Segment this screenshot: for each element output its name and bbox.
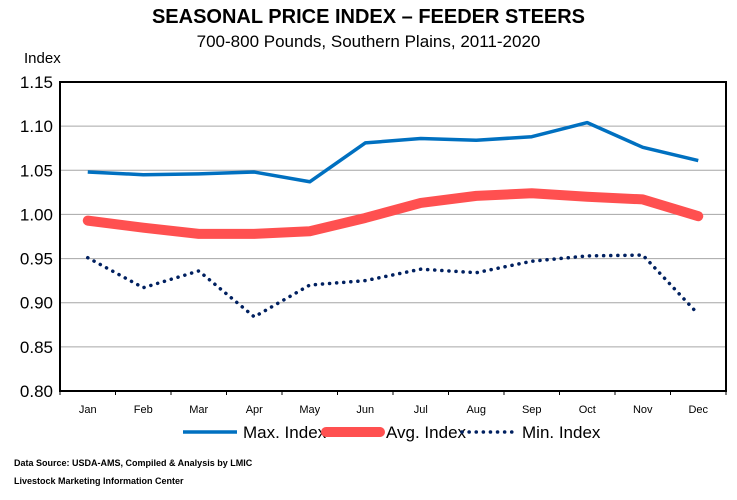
y-tick-label: 0.80: [20, 382, 53, 401]
legend-label: Max. Index: [243, 423, 327, 442]
chart-title: SEASONAL PRICE INDEX – FEEDER STEERS: [151, 6, 586, 28]
org-name: Livestock Marketing Information Center: [14, 476, 184, 486]
x-tick-label: Mar: [189, 404, 208, 416]
y-tick-label: 0.95: [20, 250, 53, 269]
y-tick-label: 1.10: [20, 117, 53, 136]
x-tick-label: Sep: [522, 404, 542, 416]
x-tick-label: Feb: [134, 404, 153, 416]
series-line-avg-index: [82, 188, 704, 239]
legend-label: Min. Index: [522, 423, 601, 442]
y-tick-label: 1.15: [20, 73, 53, 92]
x-tick-label: Jul: [414, 404, 428, 416]
plot-frame: [59, 81, 727, 392]
x-tick-label: Aug: [466, 404, 486, 416]
series-line-max-index: [87, 120, 699, 184]
y-axis-label: Index: [24, 50, 61, 67]
x-tick-label: Nov: [633, 404, 653, 416]
y-tick-label: 1.05: [20, 161, 53, 180]
x-tick-label: Apr: [246, 404, 263, 416]
x-tick-label: Dec: [688, 404, 708, 416]
legend-label: Avg. Index: [386, 423, 467, 442]
x-tick-label: Jan: [79, 404, 97, 416]
x-tick-label: May: [299, 404, 320, 416]
data-source: Data Source: USDA-AMS, Compiled & Analys…: [14, 458, 253, 468]
chart-subtitle: 700-800 Pounds, Southern Plains, 2011-20…: [196, 32, 541, 51]
x-tick-label: Oct: [579, 404, 596, 416]
y-tick-label: 1.00: [20, 205, 53, 224]
x-tick-label: Jun: [356, 404, 374, 416]
series-line-min-index: [86, 253, 700, 319]
y-tick-label: 0.90: [20, 294, 53, 313]
y-tick-label: 0.85: [20, 338, 53, 357]
